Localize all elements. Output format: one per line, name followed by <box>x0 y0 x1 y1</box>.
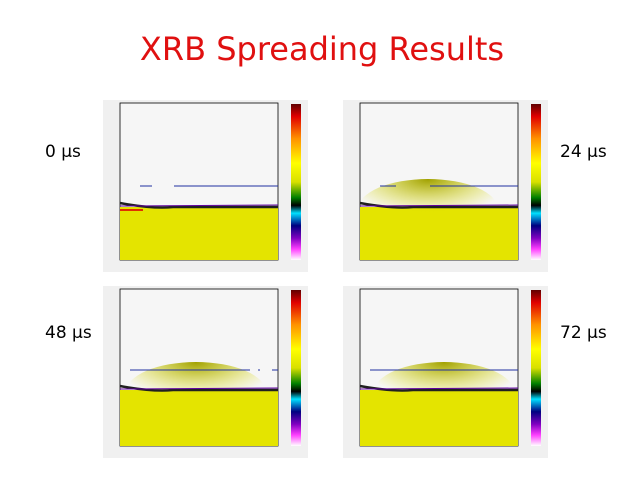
colorbar <box>291 104 301 260</box>
time-label: 0 μs <box>45 142 81 162</box>
shading <box>126 362 266 422</box>
colorbar <box>531 104 541 260</box>
interface-line <box>359 387 519 390</box>
shading <box>374 362 514 422</box>
time-label: 24 μs <box>560 142 607 162</box>
interface-line <box>119 204 279 207</box>
interface-line <box>119 384 278 392</box>
interface-line <box>359 204 519 207</box>
interface-line <box>359 384 518 392</box>
slide-title: XRB Spreading Results <box>140 30 504 68</box>
interface-line <box>359 201 518 209</box>
colorbar <box>291 290 301 446</box>
interface-line <box>119 387 279 390</box>
time-label: 48 μs <box>45 323 92 343</box>
colorbar <box>531 290 541 446</box>
shading <box>358 179 498 239</box>
time-label: 72 μs <box>560 323 607 343</box>
interface-line <box>119 201 278 209</box>
fluid-region <box>120 207 278 260</box>
